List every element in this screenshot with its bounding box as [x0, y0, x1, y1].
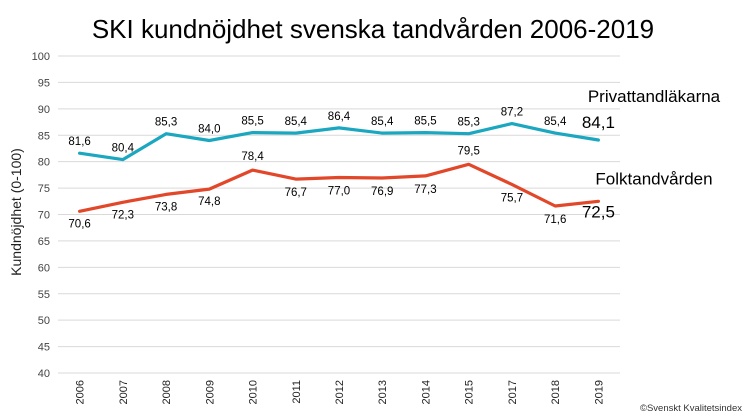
data-label: 73,8	[155, 201, 177, 213]
x-tick-label: 2014	[420, 380, 432, 404]
data-label: 77,3	[414, 184, 436, 196]
x-tick-label: 2007	[118, 380, 130, 404]
data-label: 80,4	[112, 143, 135, 155]
data-label: 76,7	[285, 187, 307, 199]
data-label: 72,3	[112, 209, 134, 221]
x-tick-label: 2019	[593, 380, 605, 404]
data-label: 75,7	[501, 192, 523, 204]
data-label: 78,4	[241, 151, 264, 163]
data-label: 74,8	[198, 196, 220, 208]
data-label: 85,3	[155, 117, 177, 129]
x-tick-label: 2012	[334, 380, 346, 404]
y-tick-label: 50	[38, 315, 50, 327]
y-tick-label: 75	[38, 183, 50, 195]
data-label: 72,5	[582, 202, 615, 221]
data-label: 70,6	[68, 218, 90, 230]
y-tick-label: 85	[38, 130, 50, 142]
y-tick-label: 40	[38, 368, 50, 380]
y-axis-label: Kundnöjdhet (0-100)	[8, 148, 24, 276]
y-tick-label: 100	[32, 51, 50, 63]
x-tick-label: 2018	[550, 380, 562, 404]
series-name-label: Folktandvården	[595, 169, 712, 188]
x-axis: 2006 2007 2008 2009 2010 2011 2012 2013 2014 2015…	[75, 380, 606, 404]
y-axis: 40 45 50 55 60 65 70 75 80 85 90 95 100	[32, 51, 50, 380]
data-label: 77,0	[328, 186, 350, 198]
y-tick-label: 95	[38, 77, 50, 89]
grid	[58, 55, 620, 374]
data-label: 76,9	[371, 186, 393, 198]
source-credit: ©Svenskt Kvalitetsindex	[640, 403, 742, 414]
x-tick-label: 2017	[507, 380, 519, 404]
data-label: 71,6	[544, 214, 566, 226]
y-tick-label: 60	[38, 262, 50, 274]
data-label: 85,3	[457, 117, 479, 129]
y-tick-label: 45	[38, 342, 50, 354]
data-label: 87,2	[501, 107, 523, 119]
data-label: 84,1	[582, 113, 615, 132]
series-line	[77, 121, 601, 162]
series-line	[77, 162, 601, 213]
data-labels: 81,6 80,4 85,3 84,0 85,5 85,4 86,4 85,4 85,5 85,3…	[68, 87, 720, 230]
y-tick-label: 80	[38, 157, 50, 169]
data-label: 84,0	[198, 124, 220, 136]
data-label: 81,6	[68, 136, 90, 148]
y-tick-label: 70	[38, 210, 50, 222]
series-name-label: Privattandläkarna	[588, 87, 721, 106]
x-tick-label: 2015	[464, 380, 476, 404]
x-tick-label: 2011	[291, 380, 303, 404]
x-tick-label: 2013	[377, 380, 389, 404]
data-label: 85,5	[414, 116, 436, 128]
x-tick-label: 2010	[248, 380, 260, 404]
x-tick-label: 2006	[75, 380, 87, 404]
y-tick-label: 90	[38, 104, 50, 116]
x-tick-label: 2008	[161, 380, 173, 404]
data-label: 85,4	[371, 116, 394, 128]
y-tick-label: 55	[38, 289, 50, 301]
data-label: 85,5	[241, 116, 263, 128]
chart-title: SKI kundnöjdhet svenska tandvården 2006-…	[92, 14, 654, 44]
data-label: 79,5	[457, 145, 479, 157]
data-label: 85,4	[285, 116, 308, 128]
series	[77, 121, 601, 213]
y-tick-label: 65	[38, 236, 50, 248]
data-label: 85,4	[544, 116, 567, 128]
x-tick-label: 2009	[204, 380, 216, 404]
data-label: 86,4	[328, 111, 351, 123]
